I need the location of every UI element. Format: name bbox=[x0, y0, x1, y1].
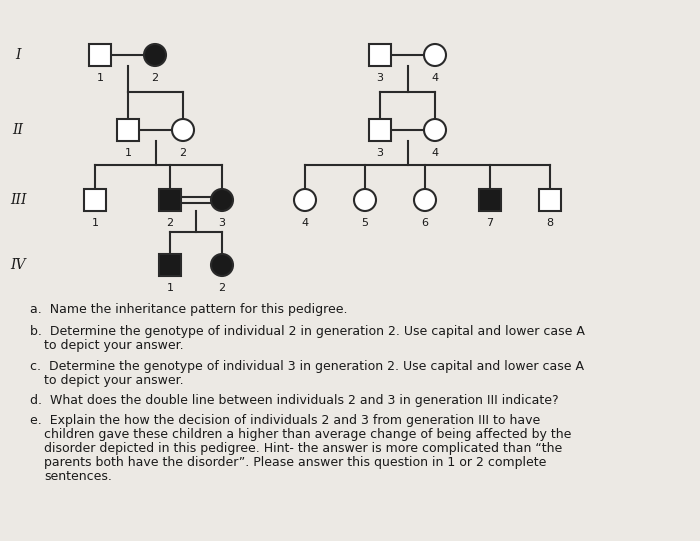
Text: 1: 1 bbox=[167, 283, 174, 293]
Text: 3: 3 bbox=[218, 218, 225, 228]
Text: 2: 2 bbox=[179, 148, 187, 158]
Text: 1: 1 bbox=[97, 73, 104, 83]
Text: d.  What does the double line between individuals 2 and 3 in generation III indi: d. What does the double line between ind… bbox=[30, 394, 559, 407]
Text: 2: 2 bbox=[167, 218, 174, 228]
Circle shape bbox=[424, 44, 446, 66]
Circle shape bbox=[211, 254, 233, 276]
Text: 6: 6 bbox=[421, 218, 428, 228]
Text: I: I bbox=[15, 48, 21, 62]
Bar bbox=[84, 189, 106, 211]
Circle shape bbox=[294, 189, 316, 211]
Text: sentences.: sentences. bbox=[44, 470, 112, 483]
Text: 5: 5 bbox=[361, 218, 368, 228]
Circle shape bbox=[172, 119, 194, 141]
Text: 3: 3 bbox=[377, 73, 384, 83]
Circle shape bbox=[144, 44, 166, 66]
Text: e.  Explain the how the decision of individuals 2 and 3 from generation III to h: e. Explain the how the decision of indiv… bbox=[30, 414, 540, 427]
Circle shape bbox=[424, 119, 446, 141]
Text: disorder depicted in this pedigree. Hint- the answer is more complicated than “t: disorder depicted in this pedigree. Hint… bbox=[44, 442, 562, 455]
Text: 4: 4 bbox=[302, 218, 309, 228]
Text: 8: 8 bbox=[547, 218, 554, 228]
Bar bbox=[89, 44, 111, 66]
Bar bbox=[479, 189, 501, 211]
Text: IV: IV bbox=[10, 258, 26, 272]
Bar bbox=[159, 254, 181, 276]
Text: parents both have the disorder”. Please answer this question in 1 or 2 complete: parents both have the disorder”. Please … bbox=[44, 456, 547, 469]
Text: 1: 1 bbox=[92, 218, 99, 228]
Bar bbox=[159, 189, 181, 211]
Text: 7: 7 bbox=[486, 218, 493, 228]
Text: II: II bbox=[13, 123, 24, 137]
Text: b.  Determine the genotype of individual 2 in generation 2. Use capital and lowe: b. Determine the genotype of individual … bbox=[30, 325, 585, 338]
Text: c.  Determine the genotype of individual 3 in generation 2. Use capital and lowe: c. Determine the genotype of individual … bbox=[30, 360, 584, 373]
Circle shape bbox=[354, 189, 376, 211]
Text: 2: 2 bbox=[218, 283, 225, 293]
Text: III: III bbox=[10, 193, 27, 207]
Text: 1: 1 bbox=[125, 148, 132, 158]
Bar bbox=[369, 44, 391, 66]
Circle shape bbox=[414, 189, 436, 211]
Text: 3: 3 bbox=[377, 148, 384, 158]
Circle shape bbox=[211, 189, 233, 211]
Bar bbox=[117, 119, 139, 141]
Text: to depict your answer.: to depict your answer. bbox=[44, 339, 183, 352]
Text: 4: 4 bbox=[431, 73, 439, 83]
Bar bbox=[539, 189, 561, 211]
Text: to depict your answer.: to depict your answer. bbox=[44, 374, 183, 387]
Text: 2: 2 bbox=[151, 73, 159, 83]
Text: 4: 4 bbox=[431, 148, 439, 158]
Bar bbox=[369, 119, 391, 141]
Text: a.  Name the inheritance pattern for this pedigree.: a. Name the inheritance pattern for this… bbox=[30, 303, 347, 316]
Text: children gave these children a higher than average change of being affected by t: children gave these children a higher th… bbox=[44, 428, 571, 441]
